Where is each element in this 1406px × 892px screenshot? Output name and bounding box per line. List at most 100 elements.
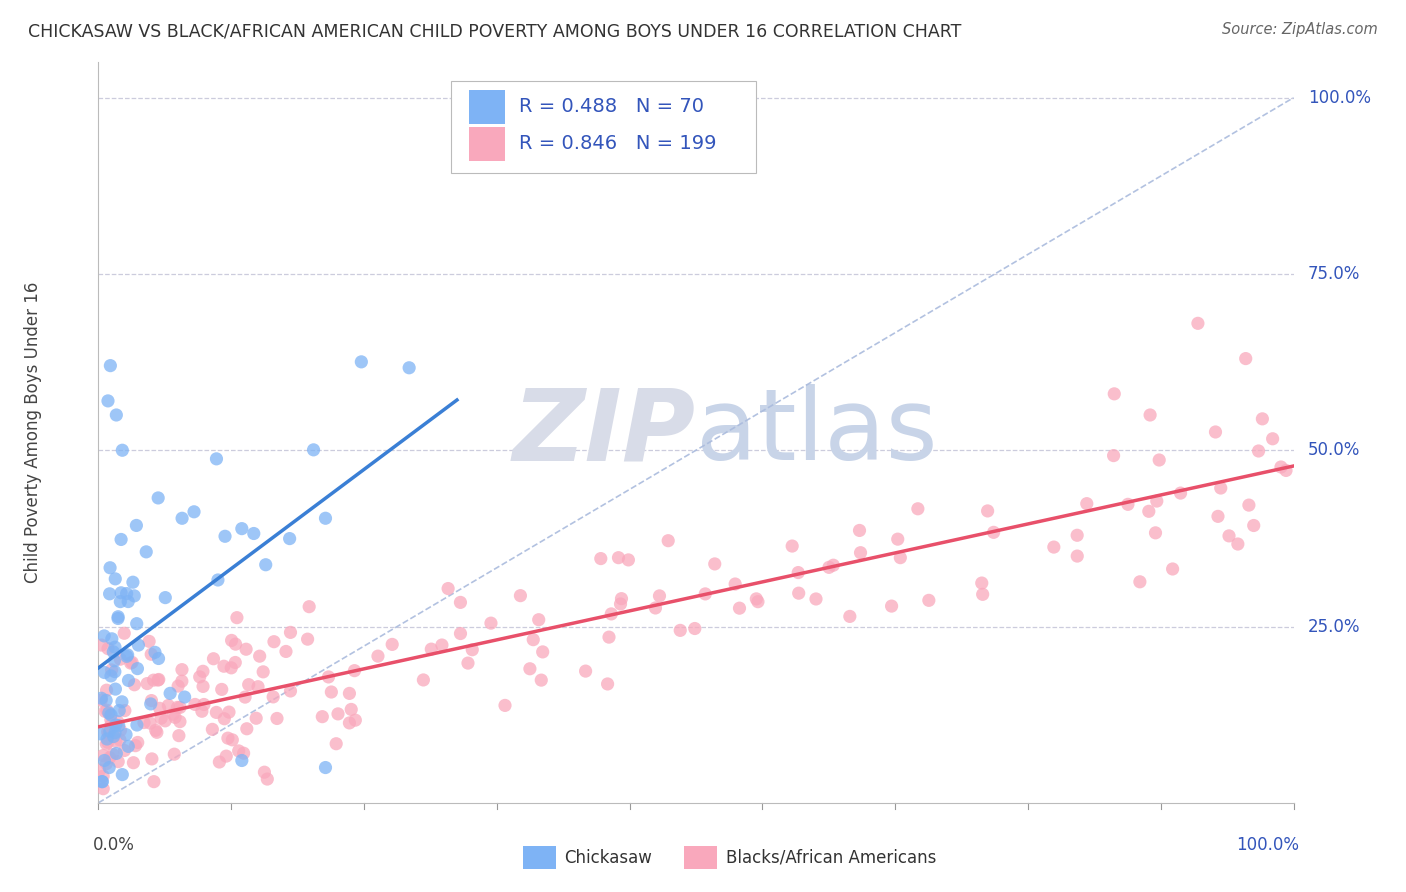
Point [280,625,302,640]
Point [169,714,191,729]
Point [110,594,132,608]
Point [97,706,120,720]
Point [1261,432,1284,446]
Point [96,693,118,707]
Point [100,669,122,683]
Point [167,679,190,693]
Point [1237,498,1260,512]
Point [98,560,121,574]
Point [1139,408,1161,422]
Point [100,708,122,723]
Point [124,739,146,753]
Point [297,632,319,647]
Text: Child Poverty Among Boys Under 16: Child Poverty Among Boys Under 16 [24,282,42,583]
Point [93,629,115,643]
Point [457,656,479,670]
Point [97,393,120,408]
Point [104,734,127,748]
Point [100,663,122,677]
Point [101,747,124,762]
Point [617,553,640,567]
Point [976,504,998,518]
Point [135,545,157,559]
Point [266,711,288,725]
Point [159,686,181,700]
Point [339,686,361,700]
Point [298,599,321,614]
Point [153,714,176,728]
FancyBboxPatch shape [470,128,505,161]
Point [107,755,129,769]
FancyBboxPatch shape [451,81,756,173]
Point [90,638,112,652]
Point [880,599,903,613]
Point [96,737,118,751]
Point [848,524,870,538]
Point [162,707,184,722]
Point [169,700,191,714]
Point [205,706,228,720]
Point [107,609,129,624]
Point [90,691,112,706]
Point [420,642,443,657]
Point [115,586,138,600]
Point [315,511,337,525]
Point [233,690,256,705]
Point [89,763,111,777]
Point [253,765,276,780]
Point [818,560,841,574]
Point [315,760,337,774]
Point [838,609,860,624]
Point [450,626,472,640]
Point [97,735,120,749]
Point [193,698,215,712]
Point [256,772,278,786]
Point [461,642,484,657]
Point [111,695,134,709]
Point [600,607,623,621]
Point [325,737,347,751]
Point [142,774,165,789]
Point [214,712,236,726]
Point [104,682,127,697]
Point [121,656,143,670]
Point [127,638,149,652]
Point [110,652,132,666]
Point [93,665,115,680]
Point [208,755,231,769]
Text: Blacks/African Americans: Blacks/African Americans [725,848,936,867]
Point [221,633,243,648]
Point [1066,528,1088,542]
Point [217,731,239,746]
Point [1102,449,1125,463]
Point [412,673,434,687]
Point [367,649,389,664]
Point [107,714,129,729]
Point [780,539,803,553]
Point [100,713,122,727]
Point [849,546,872,560]
Point [101,632,124,646]
Point [787,586,810,600]
Point [972,587,994,601]
Point [527,613,550,627]
Point [343,664,366,678]
Point [149,701,172,715]
Point [104,665,127,679]
Point [243,526,266,541]
Point [120,656,142,670]
Point [110,533,132,547]
Point [105,408,128,422]
Point [188,670,211,684]
Point [103,730,125,744]
Point [98,587,121,601]
Point [108,732,131,747]
Point [173,690,195,704]
Point [804,591,827,606]
Point [339,715,361,730]
Point [970,576,993,591]
Point [127,662,149,676]
Point [214,529,236,543]
Point [155,591,177,605]
Point [115,728,138,742]
